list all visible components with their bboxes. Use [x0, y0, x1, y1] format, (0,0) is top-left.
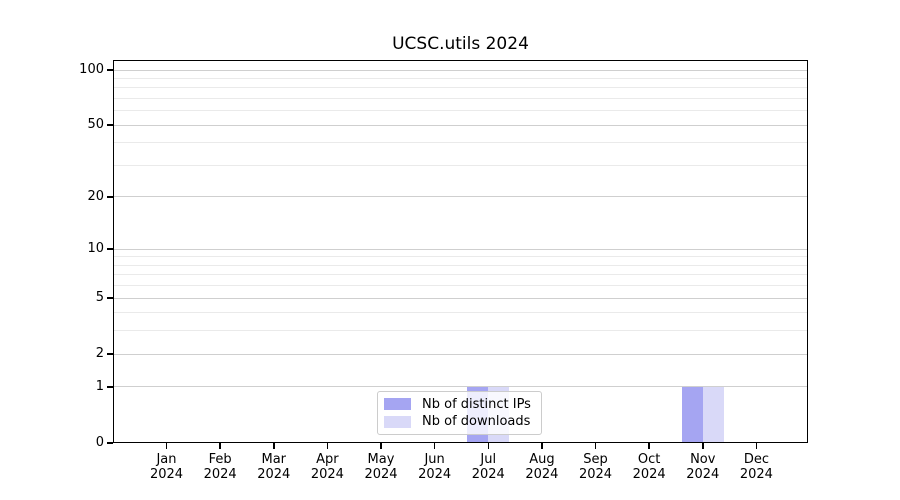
gridline-minor	[113, 256, 808, 258]
x-tick-label: Mar 2024	[239, 452, 309, 482]
legend-label-downloads: Nb of downloads	[422, 414, 531, 430]
x-tick-label: Jun 2024	[400, 452, 470, 482]
x-tick-label: Apr 2024	[292, 452, 362, 482]
y-tick-label: 100	[79, 62, 104, 77]
y-tick-label: 50	[87, 117, 104, 133]
legend-swatch-downloads-icon	[384, 415, 411, 428]
x-axis-tick	[755, 443, 758, 449]
gridline-major	[113, 353, 808, 355]
gridline-minor	[113, 97, 808, 99]
gridline-major	[113, 386, 808, 388]
x-tick-month: Aug	[529, 452, 555, 467]
x-tick-label: Oct 2024	[614, 452, 684, 482]
legend-label-distinct-ips: Nb of distinct IPs	[422, 396, 531, 412]
x-tick-month: Dec	[743, 452, 769, 467]
x-axis-tick	[541, 443, 543, 449]
x-axis-tick	[594, 443, 597, 449]
x-tick-label: Aug 2024	[507, 452, 577, 482]
x-tick-label: Nov 2024	[668, 452, 738, 482]
gridline-minor	[113, 87, 808, 89]
gridline-minor	[113, 164, 808, 166]
legend-swatch-distinct-ips-icon	[384, 398, 411, 411]
gridline-minor	[113, 312, 808, 314]
x-tick-month: May	[367, 452, 395, 467]
y-axis-tick	[107, 386, 113, 388]
y-tick-label: 10	[87, 241, 104, 257]
chart-title: UCSC.utils 2024	[392, 34, 529, 54]
y-axis-tick	[107, 124, 113, 126]
x-tick-year: 2024	[149, 467, 184, 482]
bar-downloads	[702, 386, 724, 443]
y-axis-tick	[107, 442, 113, 444]
x-tick-label: Feb 2024	[185, 452, 255, 482]
gridline-minor	[113, 142, 808, 144]
x-tick-year: 2024	[257, 467, 291, 482]
x-axis-tick	[326, 443, 329, 449]
x-tick-month: Feb	[208, 452, 232, 467]
gridline-minor	[113, 285, 808, 287]
x-axis-tick	[433, 443, 436, 449]
gridline-minor	[113, 274, 808, 276]
x-axis-tick	[648, 443, 650, 449]
x-tick-year: 2024	[203, 467, 237, 482]
y-tick-label: 1	[95, 378, 104, 394]
x-axis-tick	[165, 443, 168, 449]
x-tick-month: Mar	[261, 452, 287, 467]
x-tick-month: Nov	[690, 452, 716, 467]
gridline-minor	[113, 330, 808, 332]
x-tick-label: Dec 2024	[721, 452, 791, 482]
y-axis-tick	[107, 248, 113, 250]
y-tick-label: 5	[95, 290, 104, 306]
x-tick-year: 2024	[418, 467, 452, 482]
x-tick-month: Jan	[156, 452, 177, 467]
y-axis-tick	[107, 297, 113, 299]
x-axis-tick	[380, 443, 382, 449]
legend-item-distinct-ips: Nb of distinct IPs	[384, 397, 541, 412]
x-tick-label: May 2024	[346, 452, 416, 482]
gridline-major	[113, 196, 808, 198]
x-tick-month: Sep	[583, 452, 608, 467]
bar-distinct-ips	[681, 386, 703, 443]
x-tick-month: Oct	[637, 452, 661, 467]
x-tick-year: 2024	[310, 467, 344, 482]
gridline-major	[113, 69, 808, 71]
gridline-major	[113, 248, 808, 250]
y-axis-tick	[107, 353, 113, 355]
y-tick-label: 2	[95, 346, 104, 362]
x-tick-label: Sep 2024	[561, 452, 631, 482]
legend-item-downloads: Nb of downloads	[384, 414, 541, 429]
x-tick-month: Jun	[424, 452, 445, 467]
y-tick-label: 0	[95, 435, 104, 450]
x-tick-year: 2024	[578, 467, 613, 482]
x-tick-year: 2024	[364, 467, 398, 482]
x-tick-label: Jan 2024	[132, 452, 202, 482]
x-tick-year: 2024	[686, 467, 720, 482]
y-axis-tick	[107, 196, 113, 198]
x-tick-month: Apr	[316, 452, 339, 467]
x-tick-year: 2024	[525, 467, 559, 482]
x-axis-tick	[219, 443, 221, 449]
gridline-minor	[113, 264, 808, 266]
y-tick-label: 20	[87, 188, 104, 204]
x-tick-year: 2024	[632, 467, 666, 482]
gridline-major	[113, 124, 808, 126]
x-tick-year: 2024	[471, 467, 505, 482]
gridline-major	[113, 297, 808, 299]
x-axis-tick	[702, 443, 704, 449]
x-tick-label: Jul 2024	[453, 452, 523, 482]
x-tick-year: 2024	[739, 467, 773, 482]
y-axis-tick	[107, 69, 113, 71]
gridline-minor	[113, 110, 808, 112]
x-axis-tick	[487, 443, 489, 449]
x-axis-tick	[273, 443, 275, 449]
legend: Nb of distinct IPs Nb of downloads	[377, 391, 542, 435]
x-tick-month: Jul	[480, 452, 497, 467]
gridline-minor	[113, 77, 808, 79]
